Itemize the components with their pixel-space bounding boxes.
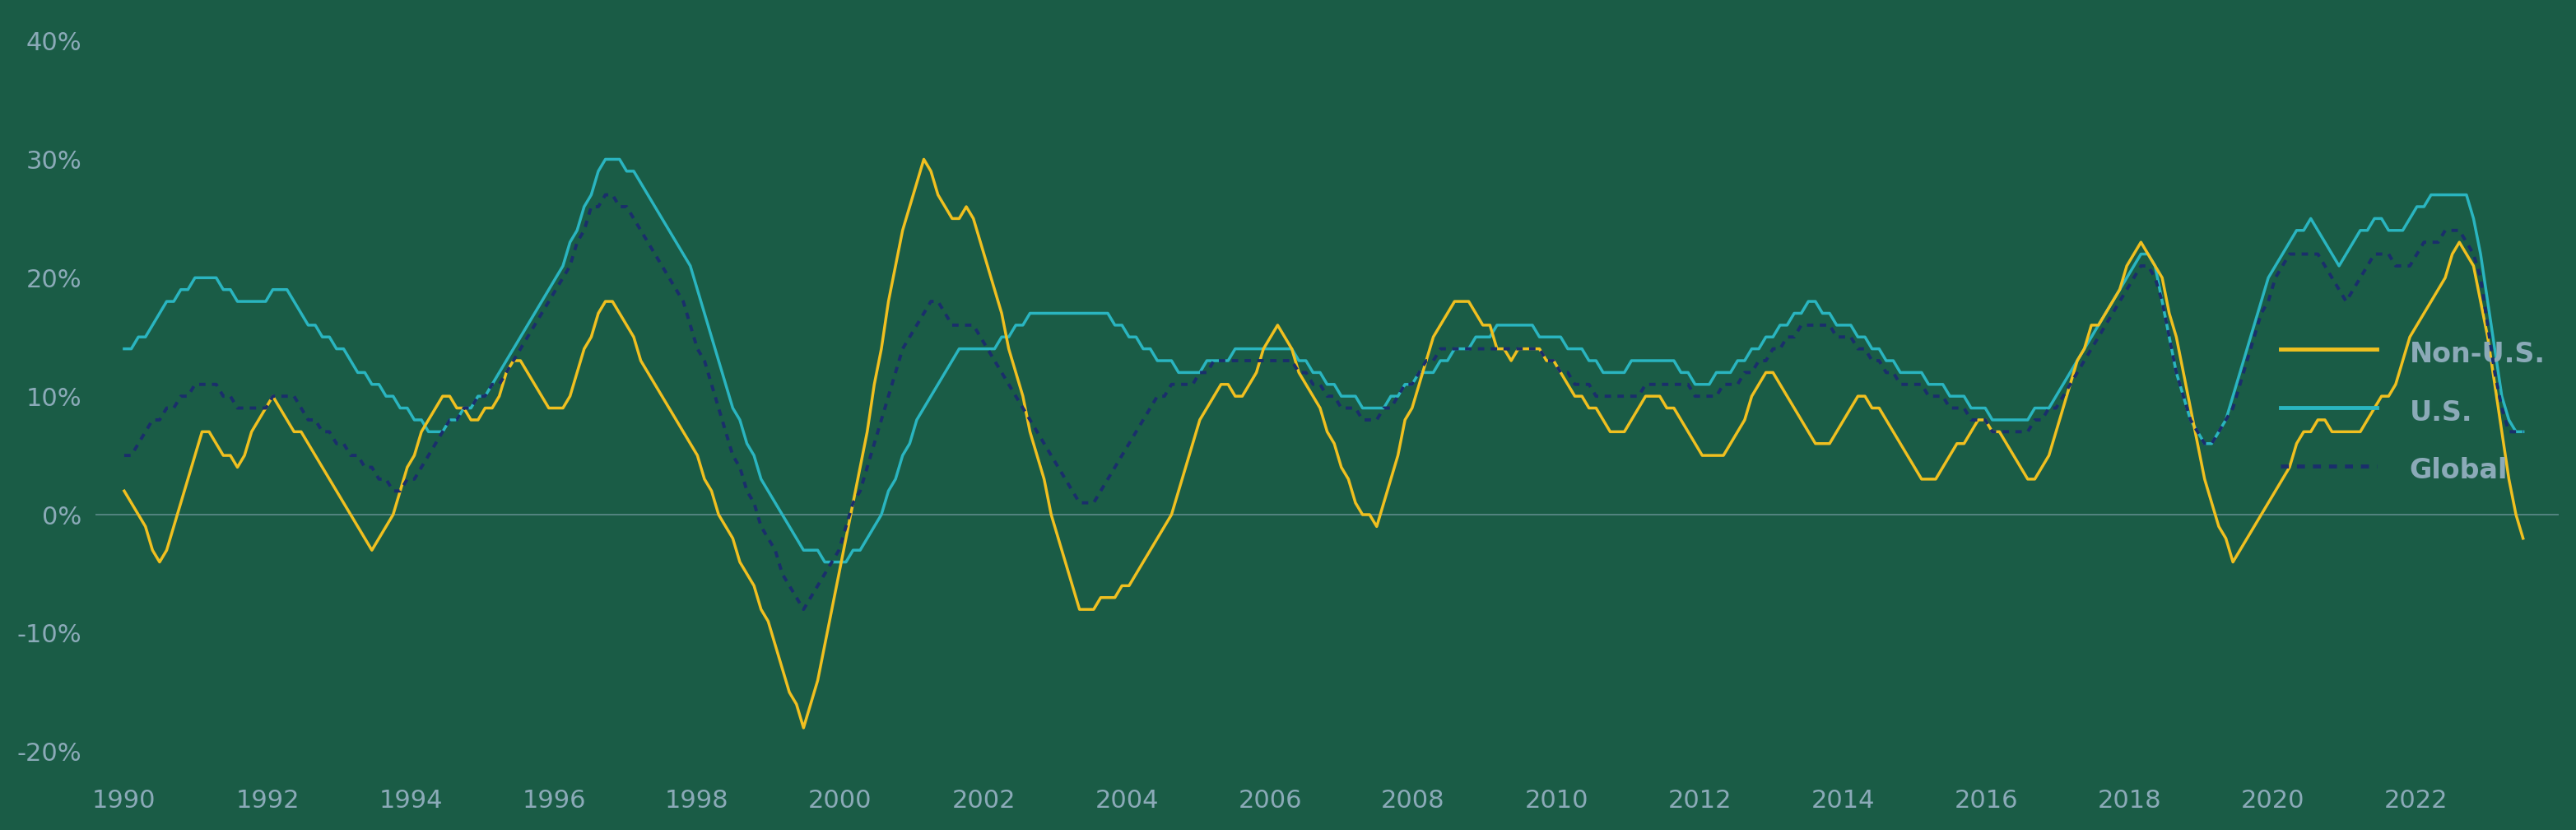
Global [2210,415,2241,425]
Non-U.S. [1574,403,1605,413]
Global [2089,320,2120,330]
Global [1574,379,1605,389]
Non-U.S. [541,403,572,413]
Line: U.S.: U.S. [124,159,2522,562]
U.S. [456,403,487,413]
U.S. [590,154,621,164]
U.S. [2040,391,2071,401]
Non-U.S. [2506,534,2537,544]
U.S. [809,557,840,567]
Non-U.S. [2089,308,2120,318]
Global [456,403,487,413]
Non-U.S. [909,154,940,164]
U.S. [108,344,139,354]
Non-U.S. [2040,427,2071,437]
U.S. [2089,308,2120,318]
Global [590,190,621,200]
Non-U.S. [456,415,487,425]
Global [541,285,572,295]
U.S. [2210,415,2241,425]
U.S. [541,273,572,283]
U.S. [2506,427,2537,437]
Line: Global: Global [124,195,2522,609]
Non-U.S. [2210,534,2241,544]
Global [2040,403,2071,413]
Global [788,604,819,614]
Non-U.S. [108,486,139,496]
Global [108,451,139,461]
Line: Non-U.S.: Non-U.S. [124,159,2522,728]
Legend: Non-U.S., U.S., Global: Non-U.S., U.S., Global [2280,336,2545,486]
Non-U.S. [788,723,819,733]
U.S. [1574,356,1605,366]
Global [2506,427,2537,437]
